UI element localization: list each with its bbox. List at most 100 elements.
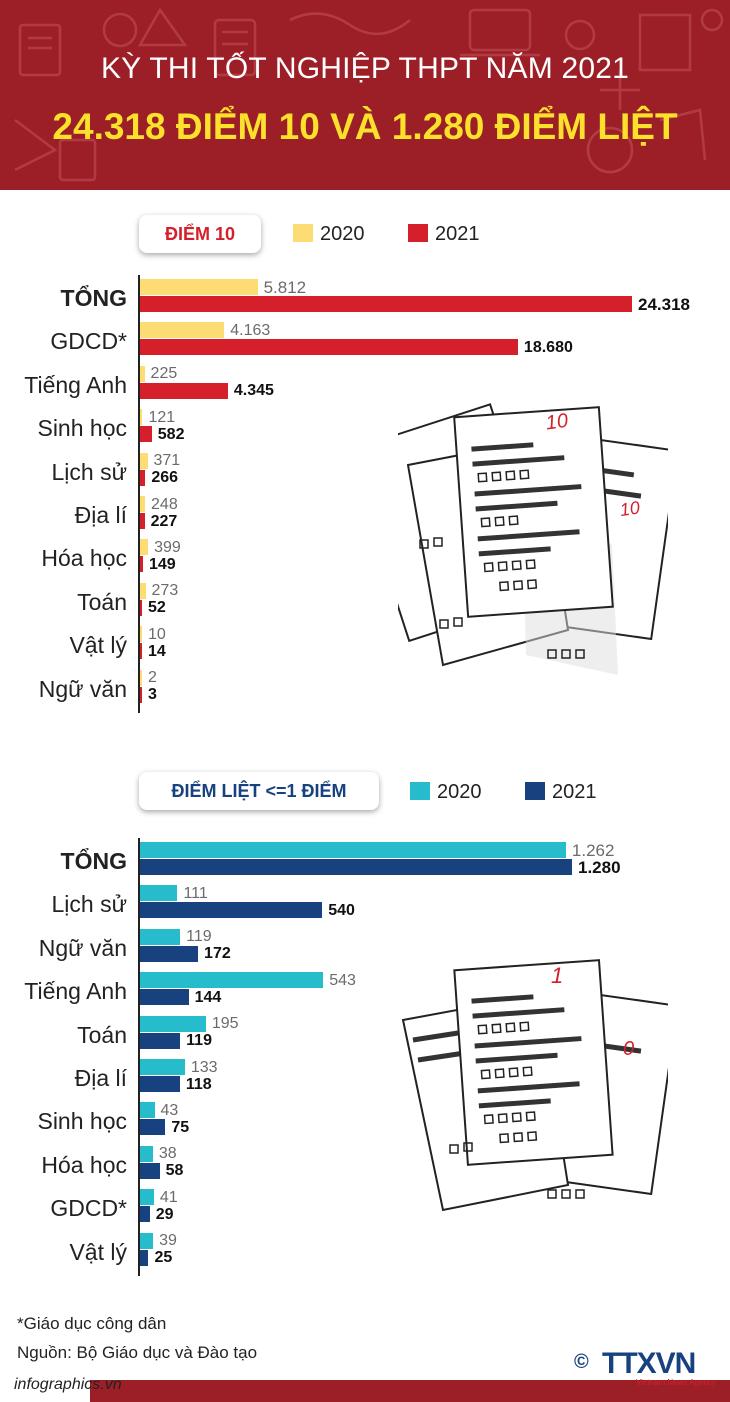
chart1-value-label-2021: 24.318 [638, 294, 690, 314]
grade-mark-a: 1 [551, 963, 563, 988]
chart1-value-label-2020: 248 [151, 495, 178, 513]
chart1-value-label-2021: 4.345 [233, 382, 274, 400]
chart1-legend-2020-swatch [293, 224, 313, 242]
chart2-bar-2021 [140, 1076, 180, 1092]
chart1-bar-2021 [140, 426, 152, 443]
chart1-bar-2020 [140, 496, 146, 512]
site-link[interactable]: infographics.vn [14, 1376, 122, 1393]
chart1-axis [138, 275, 140, 713]
doodle-pattern [14, 7, 724, 182]
chart1-bar-2021 [140, 513, 145, 529]
chart2-value-label-2021: 144 [194, 988, 222, 1006]
chart1-bar-2020 [140, 669, 142, 686]
exam-papers-illustration-top: 10 10 [398, 403, 668, 675]
chart2-bar-2021 [140, 1032, 181, 1049]
chart2-value-label-2021: 29 [155, 1205, 174, 1223]
chart2-bar-2020 [140, 1145, 153, 1162]
source-note: Nguồn: Bộ Giáo dục và Đào tạo [17, 1343, 258, 1362]
chart2-category-label: TỔNG [60, 848, 127, 874]
chart2-bar-2020 [140, 1189, 154, 1206]
chart2-bar-2021 [140, 1162, 160, 1179]
chart1-bar-2020 [140, 279, 258, 295]
page-title: KỲ THI TỐT NGHIỆP THPT NĂM 2021 [100, 52, 630, 85]
chart1-category-label: Địa lí [74, 502, 127, 528]
chart2-bar-2020 [140, 928, 181, 945]
chart1-value-label-2021: 227 [150, 512, 178, 530]
chart1-title-badge: ĐIỂM 10 [139, 215, 261, 253]
chart2-category-label: Địa lí [74, 1065, 127, 1091]
chart2-category-label: GDCD* [50, 1195, 127, 1222]
chart1-bar-2021 [140, 599, 142, 616]
chart1-legend-2021-label: 2021 [435, 223, 480, 245]
chart2-legend-2020-swatch [410, 782, 430, 800]
chart2-value-label-2020: 39 [159, 1232, 177, 1250]
chart1-legend-2021-swatch [408, 224, 428, 242]
chart2-title-badge: ĐIỂM LIỆT <=1 ĐIỂM [139, 772, 379, 810]
chart1-value-label-2021: 18.680 [523, 338, 573, 356]
chart1-legend-2020-label: 2020 [320, 223, 365, 245]
chart1-value-label-2021: 582 [157, 425, 185, 443]
chart2-value-label-2020: 1.262 [571, 840, 615, 860]
chart2-category-label: Vật lý [69, 1238, 127, 1265]
grade-mark-a: 10 [544, 410, 569, 435]
chart2-bar-2020 [140, 1059, 185, 1075]
agency-logo-text: TTXVN [602, 1347, 696, 1380]
chart1-category-label: Ngữ văn [38, 675, 127, 702]
chart2-bar-2021 [140, 902, 323, 919]
chart1-category-label: Toán [77, 588, 127, 615]
header-banner: KỲ THI TỐT NGHIỆP THPT NĂM 2021 24.318 Đ… [0, 0, 730, 190]
chart2-value-label-2021: 119 [186, 1032, 212, 1050]
chart2-bar-2021 [140, 989, 189, 1006]
chart2-value-label-2020: 41 [159, 1188, 178, 1206]
chart2-axis [138, 838, 140, 1276]
chart2-value-label-2020: 119 [186, 928, 212, 946]
chart1-bar-2020 [140, 322, 225, 339]
chart2-value-label-2021: 172 [204, 945, 231, 963]
chart2-bar-2020 [140, 972, 324, 989]
chart1-category-label: GDCD* [50, 328, 127, 355]
chart2-value-label-2020: 543 [329, 971, 356, 989]
chart2-value-label-2020: 195 [211, 1015, 239, 1033]
footer-strip [0, 1376, 730, 1402]
chart2-legend-2021-label: 2021 [552, 781, 597, 803]
chart1-value-label-2020: 4.163 [230, 321, 271, 339]
chart1-category-label: Lịch sử [51, 458, 127, 485]
grade-mark-b: 10 [619, 497, 642, 520]
chart2-bar-2020 [140, 1015, 206, 1032]
chart2-bar-2020 [140, 1102, 155, 1119]
chart2-category-label: Ngữ văn [38, 934, 127, 961]
chart2-value-label-2021: 540 [328, 901, 355, 919]
chart2-bar-2021 [140, 1206, 150, 1223]
chart2-value-label-2020: 111 [183, 884, 208, 902]
chart1-category-label: TỔNG [60, 285, 127, 311]
chart1-bar-2020 [140, 452, 148, 469]
chart1-value-label-2020: 5.812 [263, 277, 307, 297]
chart2-category-label: Tiếng Anh [24, 978, 127, 1005]
chart2-legend-2021-swatch [525, 782, 545, 800]
chart1-value-label-2021: 3 [148, 686, 157, 704]
footnote: *Giáo dục công dân [17, 1314, 167, 1333]
chart1-category-label: Sinh học [37, 415, 127, 442]
chart1-value-label-2020: 273 [151, 582, 179, 600]
chart2-bar-2020 [140, 1232, 154, 1249]
chart1-value-label-2020: 2 [148, 669, 157, 687]
chart1-value-label-2020: 225 [150, 365, 178, 383]
chart1-bar-2021 [140, 339, 518, 356]
chart2-value-label-2020: 38 [158, 1145, 177, 1163]
chart2-category-label: Toán [77, 1021, 127, 1048]
agency-logo-subtitle: Vietnam News Agency [636, 1378, 716, 1387]
chart1-value-label-2020: 399 [154, 538, 181, 556]
chart2-value-label-2021: 25 [154, 1249, 173, 1267]
chart2-bar-2020 [140, 885, 178, 902]
chart2-bar-2021 [140, 859, 572, 875]
chart1-value-label-2020: 121 [148, 408, 176, 426]
grade-mark-b: 0 [623, 1038, 634, 1060]
chart1-bar-2021 [140, 382, 228, 399]
chart1-category-label: Vật lý [69, 632, 127, 659]
chart1-bar-2020 [140, 409, 143, 426]
chart2-value-label-2020: 133 [190, 1058, 218, 1076]
page-headline: 24.318 ĐIỂM 10 VÀ 1.280 ĐIỂM LIỆT [52, 106, 678, 147]
chart1-bar-2021 [140, 556, 143, 573]
chart1-bar-2021 [140, 469, 146, 486]
chart1-value-label-2021: 14 [148, 642, 166, 660]
